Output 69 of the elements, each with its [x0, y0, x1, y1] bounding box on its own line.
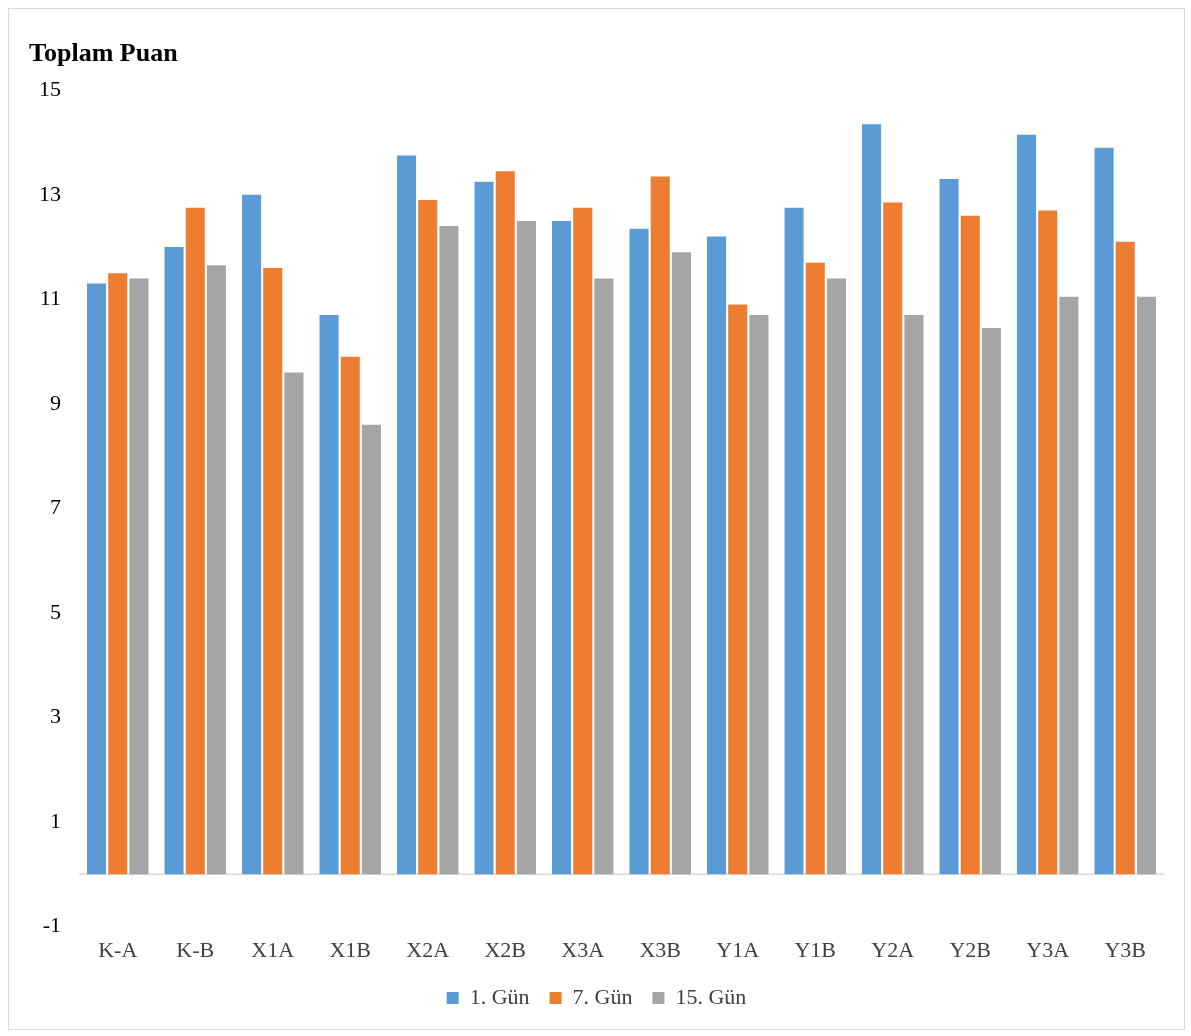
- bar: [671, 252, 691, 875]
- bar: [185, 207, 205, 875]
- bar: [1017, 134, 1037, 875]
- x-tick-label: X1B: [329, 936, 372, 962]
- bar: [495, 171, 515, 875]
- bar: [981, 328, 1001, 875]
- bar: [728, 304, 748, 875]
- bar: [164, 247, 184, 875]
- legend-label: 7. Gün: [572, 983, 633, 1009]
- bar: [439, 226, 459, 875]
- bar: [707, 236, 727, 875]
- bar: [397, 155, 417, 875]
- bar: [805, 262, 825, 875]
- bar: [749, 314, 769, 875]
- x-tick-label: Y3B: [1104, 936, 1147, 962]
- bar: [319, 314, 339, 875]
- bar: [862, 124, 882, 875]
- x-tick-label: X3B: [639, 936, 682, 962]
- x-tick-label: Y3A: [1026, 936, 1070, 962]
- bar: [87, 283, 107, 875]
- y-tick-label: 15: [39, 75, 61, 101]
- bar: [784, 207, 804, 875]
- bar: [552, 220, 572, 875]
- x-tick-label: Y1B: [794, 936, 837, 962]
- bar: [108, 273, 128, 875]
- bar: [1115, 241, 1135, 875]
- y-tick-label: 9: [50, 389, 61, 415]
- y-tick-label: -1: [42, 912, 61, 938]
- bar: [474, 181, 494, 875]
- bar: [1136, 296, 1156, 875]
- x-tick-label: Y1A: [716, 936, 760, 962]
- bar: [206, 265, 226, 875]
- bar: [1038, 210, 1058, 875]
- bar: [516, 220, 536, 875]
- chart-title: Toplam Puan: [29, 38, 179, 68]
- x-tick-label: Y2B: [949, 936, 992, 962]
- bar: [1059, 296, 1079, 875]
- bar: [284, 372, 304, 875]
- x-tick-label: X2B: [484, 936, 527, 962]
- bar: [1094, 147, 1114, 875]
- bar: [129, 278, 149, 875]
- y-tick-label: 11: [39, 285, 61, 311]
- x-tick-label: X3A: [561, 936, 605, 962]
- y-tick-label: 1: [50, 807, 61, 833]
- bar: [904, 314, 924, 875]
- bar: [340, 356, 360, 875]
- bar: [263, 267, 283, 875]
- x-tick-label: X1A: [251, 936, 295, 962]
- y-tick-label: 13: [39, 180, 61, 206]
- bar: [594, 278, 614, 875]
- bar: [650, 176, 670, 875]
- legend-label: 1. Gün: [469, 983, 530, 1009]
- bar: [418, 199, 438, 875]
- y-tick-label: 3: [50, 703, 61, 729]
- x-tick-label: Y2A: [871, 936, 915, 962]
- legend-label: 15. Gün: [675, 983, 747, 1009]
- bar: [573, 207, 593, 875]
- bar: [242, 194, 262, 875]
- bar: [361, 424, 381, 875]
- bar: [939, 179, 959, 875]
- bar: [883, 202, 903, 875]
- x-tick-label: K-B: [176, 936, 215, 962]
- y-tick-label: 5: [50, 598, 61, 624]
- y-tick-label: 7: [50, 494, 61, 520]
- x-tick-label: K-A: [98, 936, 138, 962]
- x-tick-label: X2A: [406, 936, 450, 962]
- bar: [826, 278, 846, 875]
- bar: [629, 228, 649, 875]
- bar: [960, 215, 980, 875]
